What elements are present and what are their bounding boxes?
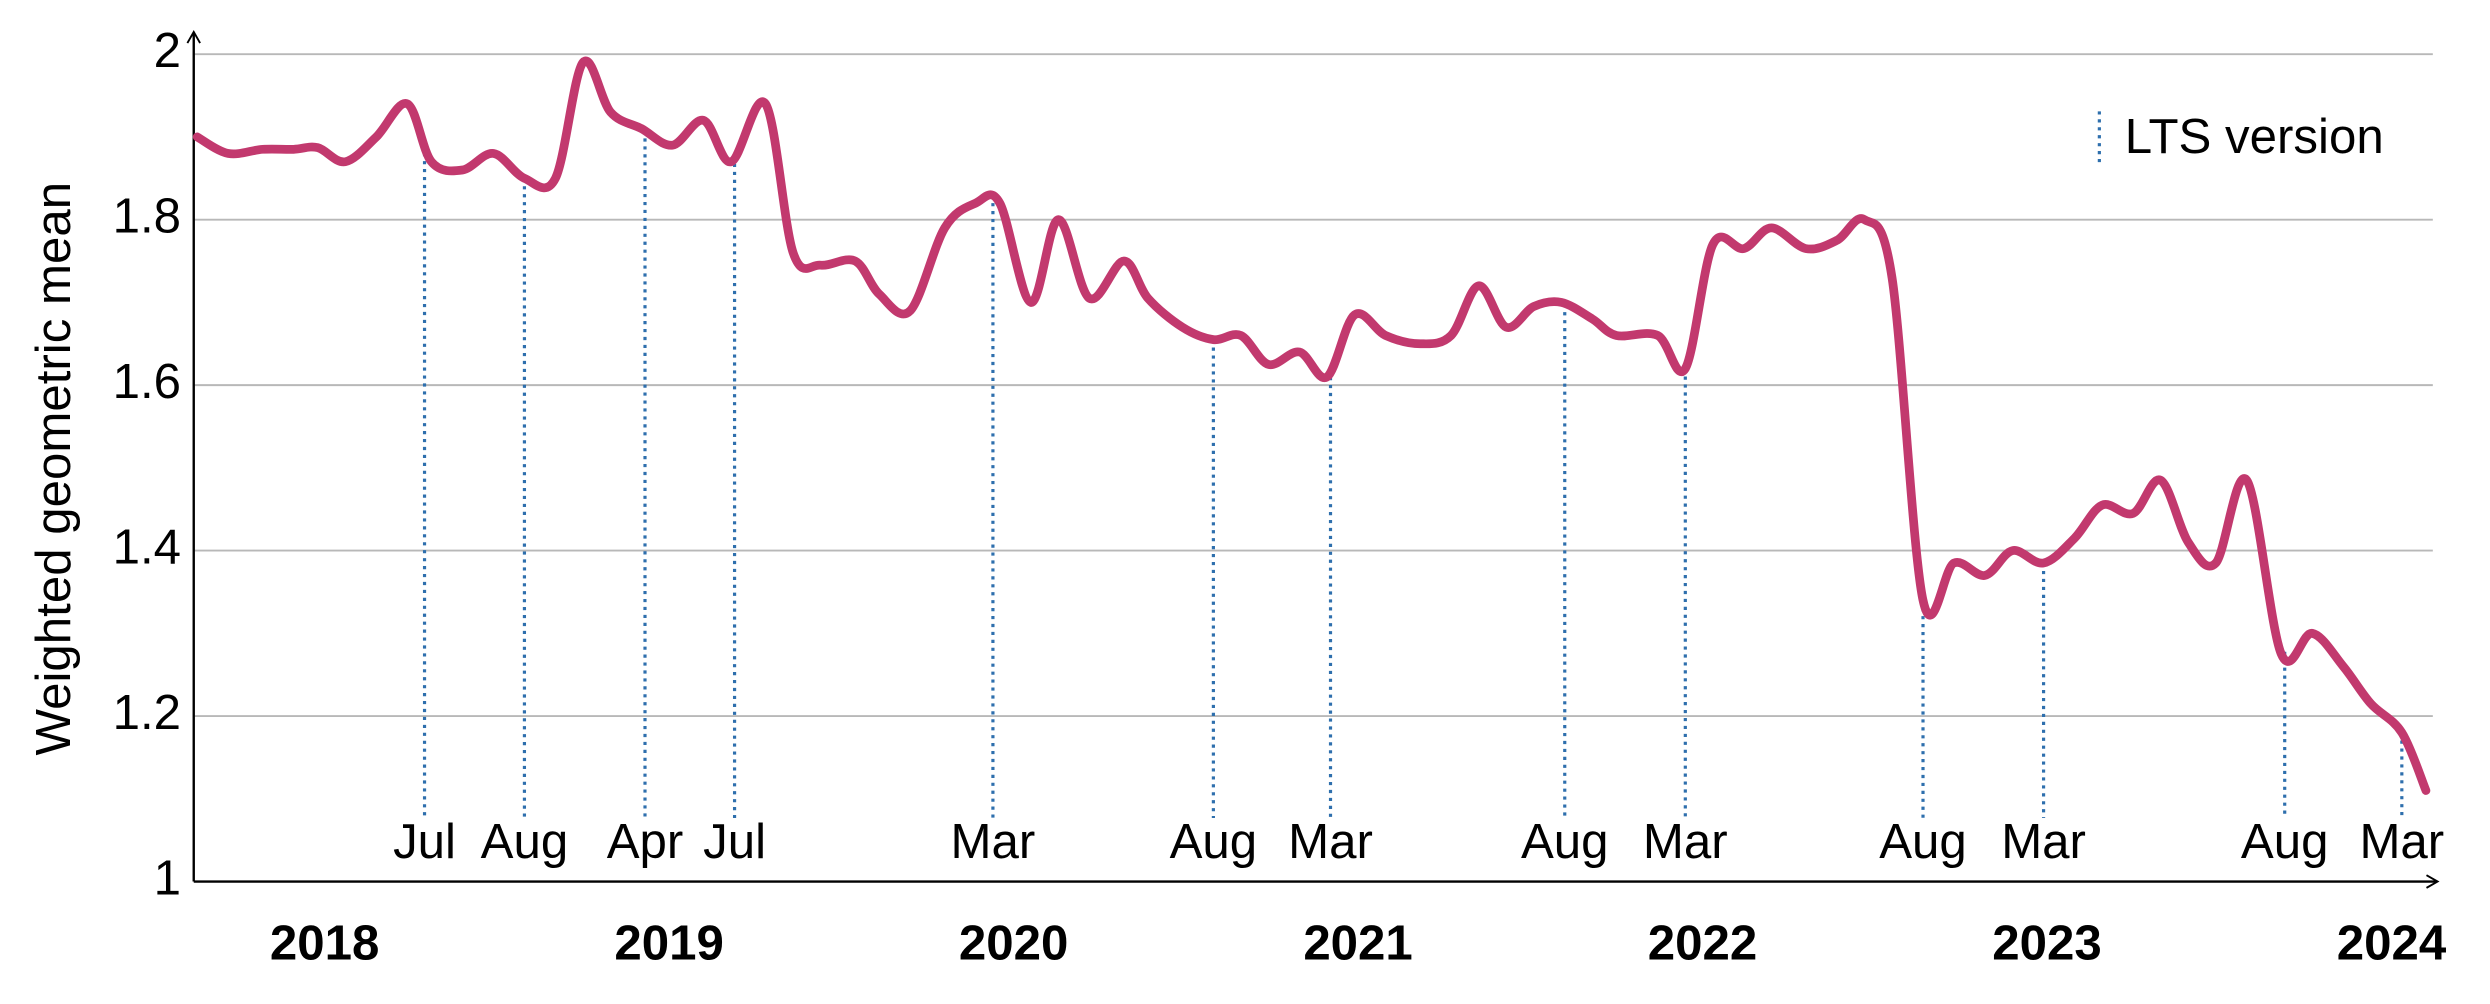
x-tick-label: 2018	[270, 916, 380, 971]
data-line	[192, 56, 2431, 795]
y-axis-arrow	[186, 30, 201, 44]
lts-label: Aug	[1879, 814, 1967, 869]
x-tick-label: 2023	[1992, 916, 2102, 971]
lts-label: Aug	[1521, 814, 1609, 869]
x-tick-label: 2022	[1648, 916, 1758, 971]
legend-label: LTS version	[2125, 109, 2384, 164]
lts-label: Mar	[2001, 814, 2086, 869]
lts-label: Mar	[1288, 814, 1373, 869]
y-tick-label: 1.8	[113, 189, 181, 244]
lts-label: Jul	[703, 814, 766, 869]
lts-label: Mar	[951, 814, 1036, 869]
lts-label: Apr	[607, 814, 684, 869]
x-axis-arrow	[2426, 874, 2440, 889]
y-tick-label: 2	[154, 23, 181, 78]
y-tick-label: 1	[154, 851, 181, 906]
lts-label: Aug	[481, 814, 569, 869]
y-tick-label: 1.4	[113, 520, 181, 575]
x-tick-label: 2020	[959, 916, 1068, 971]
y-tick-label: 1.2	[113, 685, 181, 740]
x-tick-label: 2021	[1303, 916, 1413, 971]
y-tick-label: 1.6	[113, 354, 181, 409]
lts-label: Aug	[1170, 814, 1258, 869]
x-tick-label: 2019	[614, 916, 724, 971]
lts-label: Aug	[2241, 814, 2329, 869]
x-tick-label: 2024	[2337, 916, 2447, 971]
lts-label: Mar	[2359, 814, 2444, 869]
lts-label: Mar	[1643, 814, 1728, 869]
lts-label: Jul	[393, 814, 456, 869]
y-axis-label: Weighted geometric mean	[26, 182, 81, 756]
